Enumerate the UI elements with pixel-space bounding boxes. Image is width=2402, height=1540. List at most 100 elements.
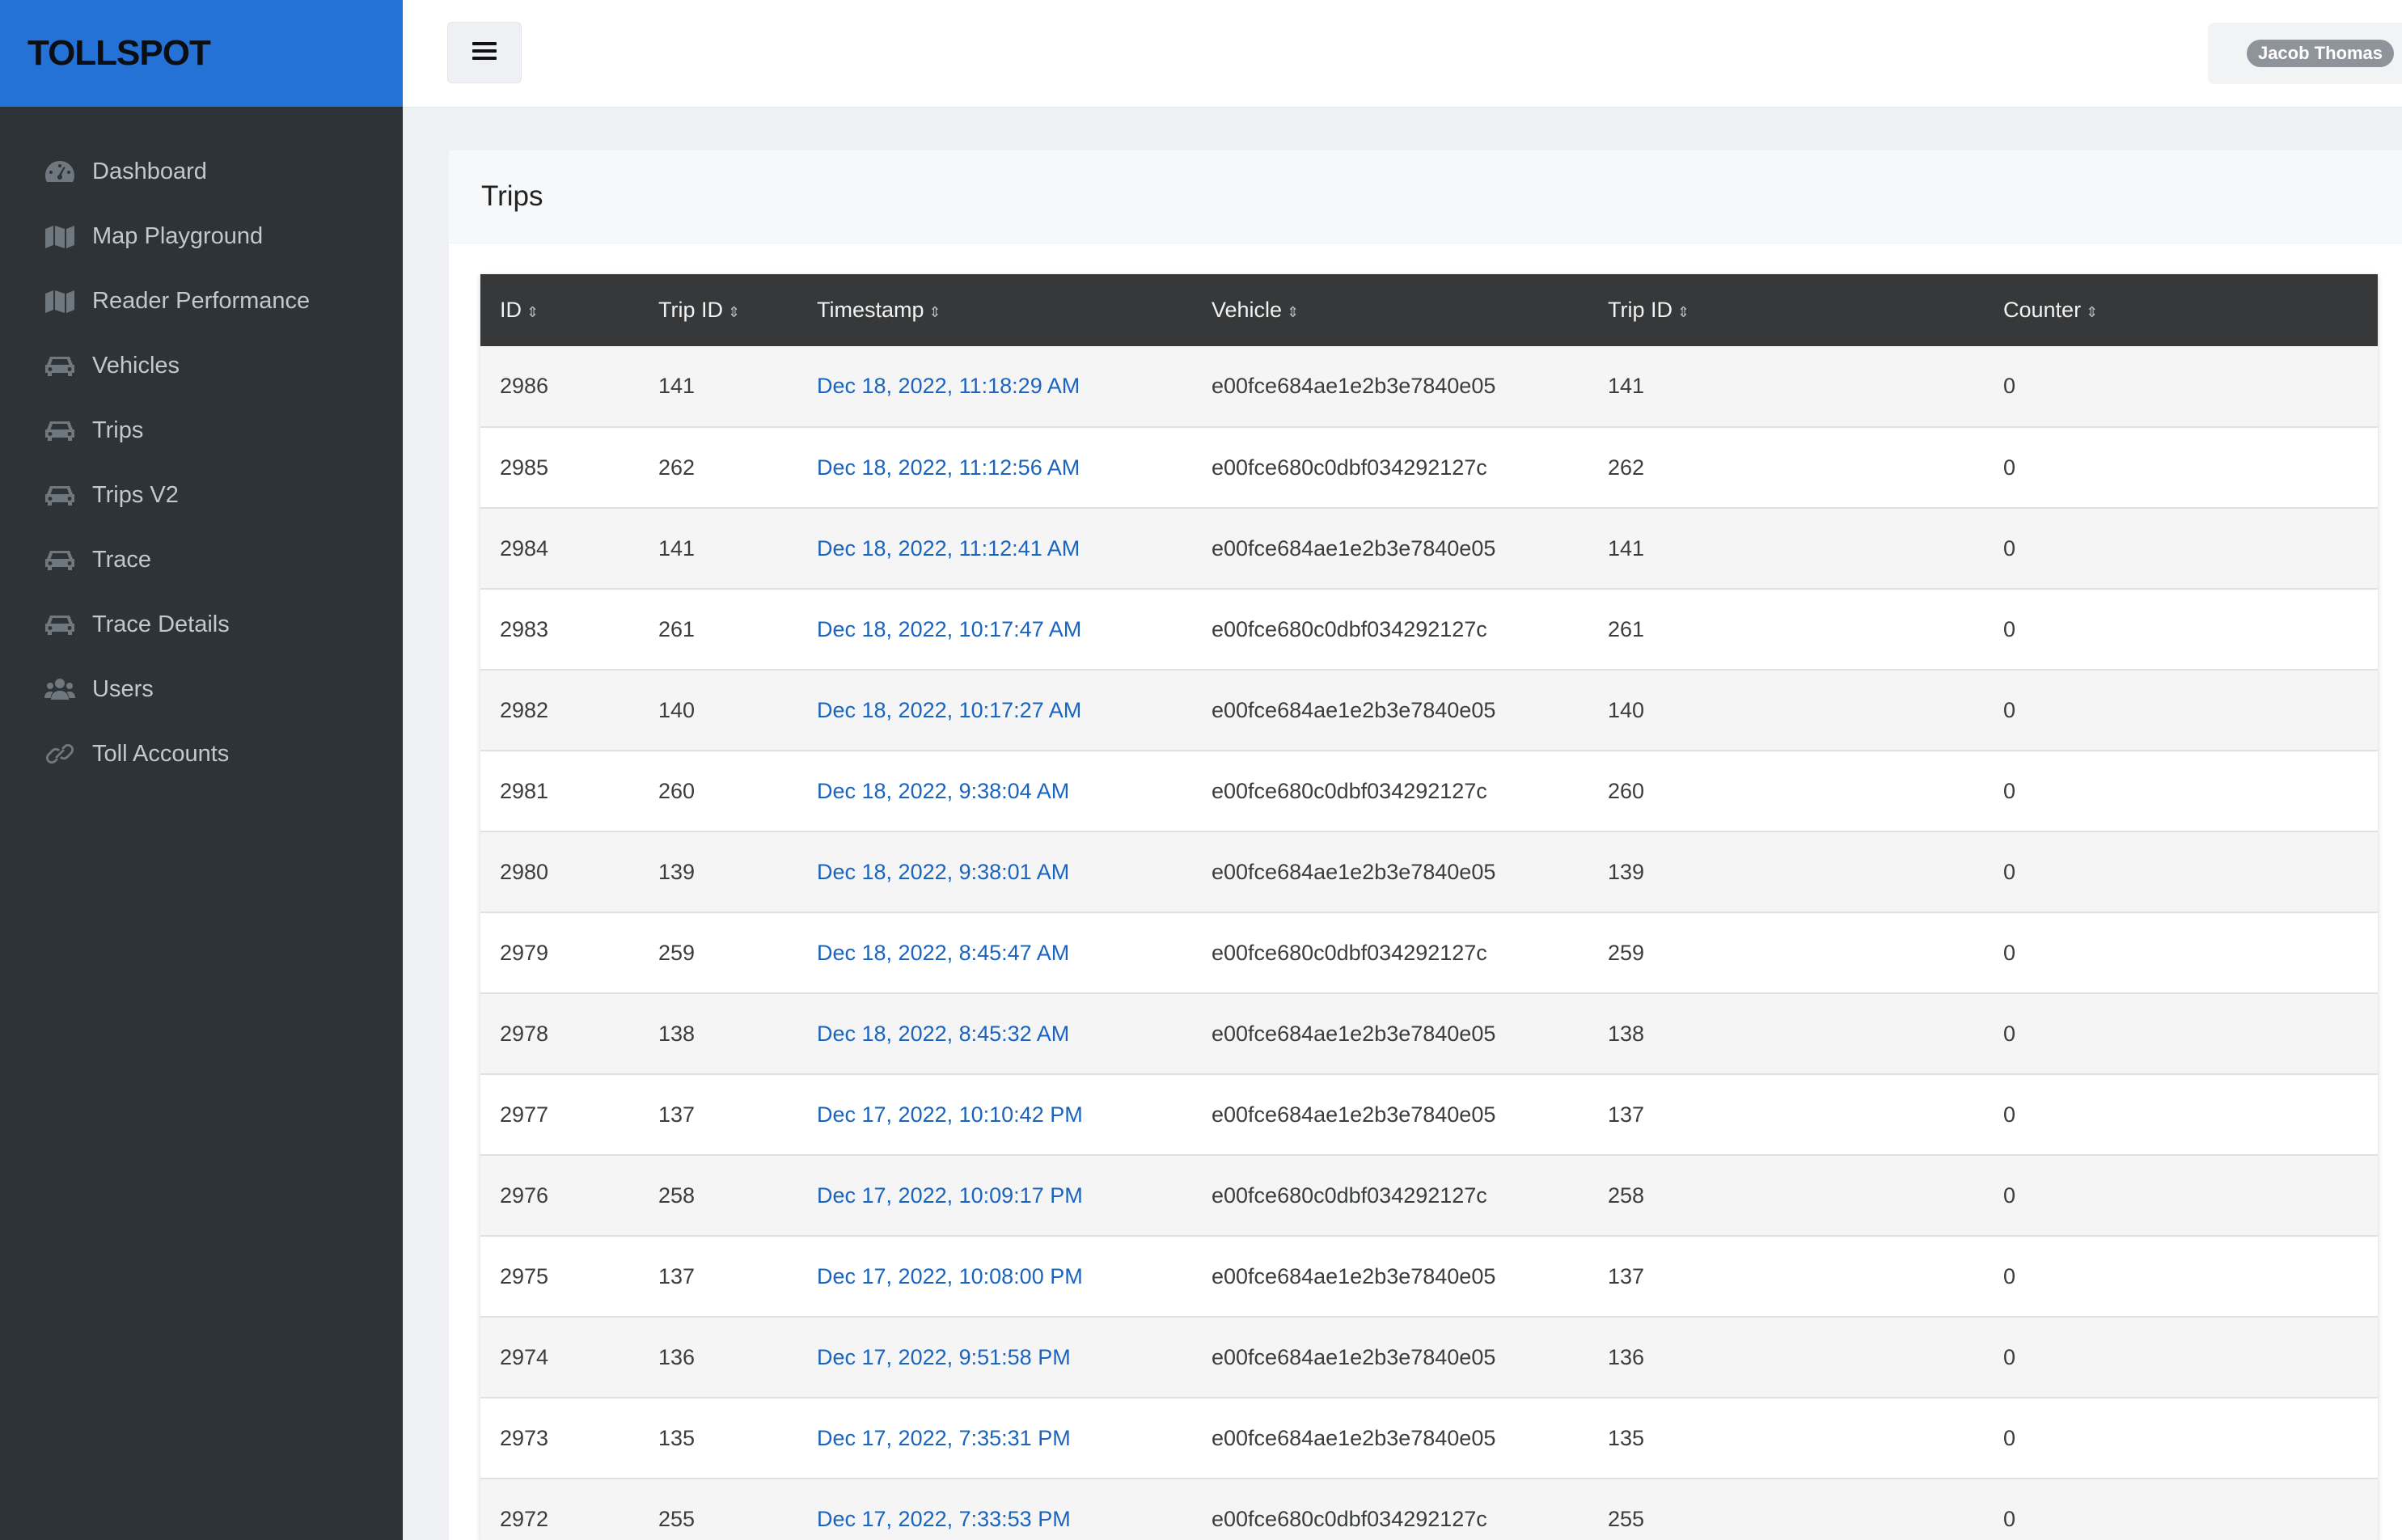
sort-icon[interactable]: ⇕: [1287, 304, 1300, 320]
sidebar-item-reader-performance[interactable]: Reader Performance: [0, 269, 403, 333]
table-row[interactable]: 2984 141 Dec 18, 2022, 11:12:41 AM e00fce68…: [480, 508, 2378, 589]
cell-timestamp[interactable]: Dec 18, 2022, 8:45:32 AM: [817, 1021, 1070, 1046]
cell-id: 2976: [500, 1182, 549, 1208]
table-row[interactable]: 2975 137 Dec 17, 2022, 10:08:00 PM e00fce68…: [480, 1236, 2378, 1317]
table-row[interactable]: 2974 136 Dec 17, 2022, 9:51:58 PM e00fce684…: [480, 1317, 2378, 1398]
table-row[interactable]: 2976 258 Dec 17, 2022, 10:09:17 PM e00fce68…: [480, 1155, 2378, 1236]
sidebar-item-map-playground[interactable]: Map Playground: [0, 204, 403, 269]
cell-timestamp[interactable]: Dec 17, 2022, 7:33:53 PM: [817, 1506, 1071, 1531]
cell-trip-id: 136: [658, 1344, 696, 1369]
cell-timestamp[interactable]: Dec 18, 2022, 10:17:47 AM: [817, 616, 1082, 641]
column-header-id[interactable]: ID ⇕: [500, 298, 539, 322]
sort-icon[interactable]: ⇕: [526, 304, 539, 320]
cell-timestamp[interactable]: Dec 17, 2022, 7:35:31 PM: [817, 1425, 1071, 1450]
cell-counter: 0: [2003, 940, 2016, 965]
column-header-counter[interactable]: Counter ⇕: [2003, 298, 2099, 322]
sidebar-item-vehicles[interactable]: Vehicles: [0, 333, 403, 398]
sidebar-toggle-button[interactable]: [447, 22, 522, 83]
sidebar-item-users[interactable]: Users: [0, 657, 403, 721]
cell-timestamp[interactable]: Dec 18, 2022, 11:12:41 AM: [817, 535, 1080, 561]
cell-trip-id: 141: [658, 374, 696, 398]
cell-trip-id-2: 258: [1608, 1182, 1645, 1208]
cell-vehicle: e00fce680c0dbf034292127c: [1212, 940, 1487, 965]
column-header-vehicle[interactable]: Vehicle ⇕: [1212, 298, 1300, 322]
cell-vehicle: e00fce684ae1e2b3e7840e05: [1212, 1425, 1496, 1450]
cell-trip-id-2: 259: [1608, 940, 1645, 965]
table-row[interactable]: 2986 141 Dec 18, 2022, 11:18:29 AM e00fce68…: [480, 346, 2378, 427]
cell-id: 2982: [500, 697, 549, 722]
table-row[interactable]: 2985 262 Dec 18, 2022, 11:12:56 AM e00fce68…: [480, 427, 2378, 508]
cell-timestamp[interactable]: Dec 18, 2022, 11:18:29 AM: [817, 374, 1080, 398]
sort-icon[interactable]: ⇕: [2086, 304, 2099, 320]
cell-trip-id: 139: [658, 859, 696, 884]
cell-trip-id-2: 141: [1608, 374, 1645, 398]
cell-counter: 0: [2003, 374, 2016, 398]
cell-timestamp[interactable]: Dec 17, 2022, 9:51:58 PM: [817, 1344, 1071, 1369]
sidebar: Dashboard Map Playground Reader Performa…: [0, 107, 403, 1540]
car-icon: [44, 547, 76, 573]
hamburger-icon: [472, 40, 497, 66]
sidebar-item-trace-details[interactable]: Trace Details: [0, 592, 403, 657]
table-row[interactable]: 2982 140 Dec 18, 2022, 10:17:27 AM e00fce68…: [480, 670, 2378, 751]
sidebar-item-trace[interactable]: Trace: [0, 527, 403, 592]
cell-trip-id-2: 135: [1608, 1425, 1645, 1450]
table-row[interactable]: 2981 260 Dec 18, 2022, 9:38:04 AM e00fce680…: [480, 751, 2378, 831]
cell-timestamp[interactable]: Dec 17, 2022, 10:10:42 PM: [817, 1102, 1083, 1127]
cell-trip-id: 135: [658, 1425, 696, 1450]
map-icon: [44, 288, 76, 314]
cell-vehicle: e00fce680c0dbf034292127c: [1212, 1182, 1487, 1208]
cell-trip-id: 137: [658, 1102, 696, 1127]
cell-timestamp[interactable]: Dec 18, 2022, 9:38:01 AM: [817, 859, 1070, 884]
cell-id: 2981: [500, 778, 549, 803]
cell-id: 2975: [500, 1263, 549, 1288]
car-icon: [44, 611, 76, 637]
table-row[interactable]: 2979 259 Dec 18, 2022, 8:45:47 AM e00fce680…: [480, 912, 2378, 993]
cell-trip-id-2: 137: [1608, 1263, 1645, 1288]
cell-trip-id: 261: [658, 616, 696, 641]
column-header-timestamp[interactable]: Timestamp ⇕: [817, 298, 941, 322]
trips-table-container: ID ⇕ Trip ID ⇕ Timestamp ⇕ Vehicle ⇕ Trip ID…: [480, 274, 2378, 1540]
table-row[interactable]: 2973 135 Dec 17, 2022, 7:35:31 PM e00fce684…: [480, 1398, 2378, 1479]
sort-icon[interactable]: ⇕: [728, 304, 741, 320]
table-row[interactable]: 2980 139 Dec 18, 2022, 9:38:01 AM e00fce684…: [480, 831, 2378, 912]
cell-timestamp[interactable]: Dec 18, 2022, 10:17:27 AM: [817, 697, 1082, 722]
sidebar-item-trips-v2[interactable]: Trips V2: [0, 463, 403, 527]
top-bar: Jacob Thomas: [403, 0, 2402, 108]
user-menu[interactable]: Jacob Thomas: [2208, 23, 2402, 84]
sort-icon[interactable]: ⇕: [928, 304, 941, 320]
cell-vehicle: e00fce684ae1e2b3e7840e05: [1212, 1263, 1496, 1288]
table-row[interactable]: 2972 255 Dec 17, 2022, 7:33:53 PM e00fce680…: [480, 1479, 2378, 1540]
table-row[interactable]: 2983 261 Dec 18, 2022, 10:17:47 AM e00fce68…: [480, 589, 2378, 670]
brand-logo[interactable]: TOLLSPOT: [27, 33, 211, 73]
column-header-trip-id[interactable]: Trip ID ⇕: [658, 298, 741, 322]
sidebar-item-label: Map Playground: [92, 222, 264, 249]
cell-counter: 0: [2003, 455, 2016, 480]
cell-id: 2984: [500, 535, 549, 561]
sidebar-item-label: Reader Performance: [92, 287, 311, 314]
cell-trip-id: 262: [658, 455, 696, 480]
cell-id: 2974: [500, 1344, 549, 1369]
cell-timestamp[interactable]: Dec 17, 2022, 10:09:17 PM: [817, 1182, 1083, 1208]
cell-id: 2973: [500, 1425, 549, 1450]
user-name-badge[interactable]: Jacob Thomas: [2246, 40, 2394, 67]
sidebar-item-label: Dashboard: [92, 158, 207, 184]
table-row[interactable]: 2977 137 Dec 17, 2022, 10:10:42 PM e00fce68…: [480, 1074, 2378, 1155]
cell-timestamp[interactable]: Dec 18, 2022, 11:12:56 AM: [817, 455, 1080, 480]
cell-counter: 0: [2003, 859, 2016, 884]
table-row[interactable]: 2978 138 Dec 18, 2022, 8:45:32 AM e00fce684…: [480, 993, 2378, 1074]
cell-timestamp[interactable]: Dec 18, 2022, 8:45:47 AM: [817, 940, 1070, 965]
sidebar-item-trips[interactable]: Trips: [0, 398, 403, 463]
sidebar-item-toll-accounts[interactable]: Toll Accounts: [0, 721, 403, 786]
cell-counter: 0: [2003, 1263, 2016, 1288]
sidebar-item-dashboard[interactable]: Dashboard: [0, 139, 403, 204]
cell-id: 2980: [500, 859, 549, 884]
cell-vehicle: e00fce680c0dbf034292127c: [1212, 1506, 1487, 1531]
cell-id: 2972: [500, 1506, 549, 1531]
cell-counter: 0: [2003, 1425, 2016, 1450]
column-header-trip-id-2[interactable]: Trip ID ⇕: [1608, 298, 1690, 322]
sort-icon[interactable]: ⇕: [1677, 304, 1690, 320]
cell-timestamp[interactable]: Dec 17, 2022, 10:08:00 PM: [817, 1263, 1083, 1288]
cell-trip-id-2: 137: [1608, 1102, 1645, 1127]
cell-timestamp[interactable]: Dec 18, 2022, 9:38:04 AM: [817, 778, 1070, 803]
cell-counter: 0: [2003, 1021, 2016, 1046]
